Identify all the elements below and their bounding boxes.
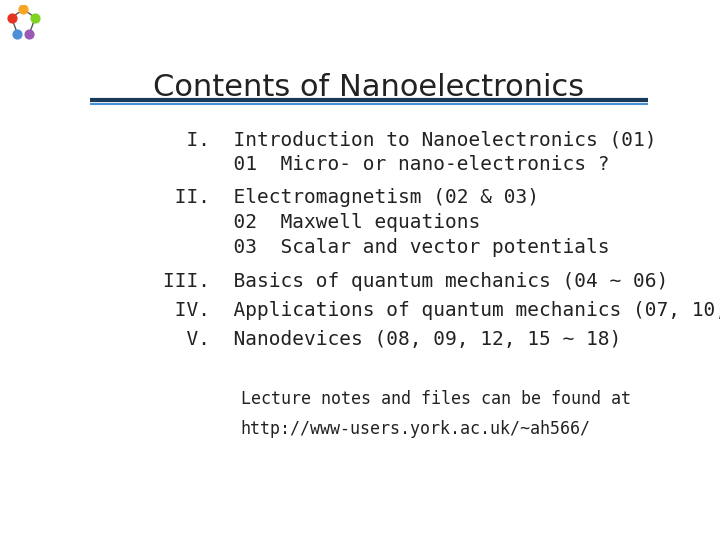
Text: 03  Scalar and vector potentials: 03 Scalar and vector potentials [163, 238, 609, 257]
Point [24, 29, 35, 38]
Point [30, 13, 41, 22]
Text: Contents of Nanoelectronics: Contents of Nanoelectronics [153, 73, 585, 102]
Point [12, 29, 23, 38]
Text: IV.  Applications of quantum mechanics (07, 10, 11, 13 & 14): IV. Applications of quantum mechanics (0… [163, 301, 720, 320]
Text: V.  Nanodevices (08, 09, 12, 15 ~ 18): V. Nanodevices (08, 09, 12, 15 ~ 18) [163, 330, 621, 349]
Text: Lecture notes and files can be found at
http://www-users.york.ac.uk/~ah566/: Lecture notes and files can be found at … [240, 390, 631, 438]
Text: II.  Electromagnetism (02 & 03): II. Electromagnetism (02 & 03) [163, 188, 539, 207]
Point [6, 13, 17, 22]
Text: 01  Micro- or nano-electronics ?: 01 Micro- or nano-electronics ? [163, 155, 609, 174]
Text: I.  Introduction to Nanoelectronics (01): I. Introduction to Nanoelectronics (01) [163, 130, 656, 149]
Text: III.  Basics of quantum mechanics (04 ~ 06): III. Basics of quantum mechanics (04 ~ 0… [163, 272, 667, 291]
Point [17, 5, 29, 14]
Text: 02  Maxwell equations: 02 Maxwell equations [163, 213, 480, 232]
